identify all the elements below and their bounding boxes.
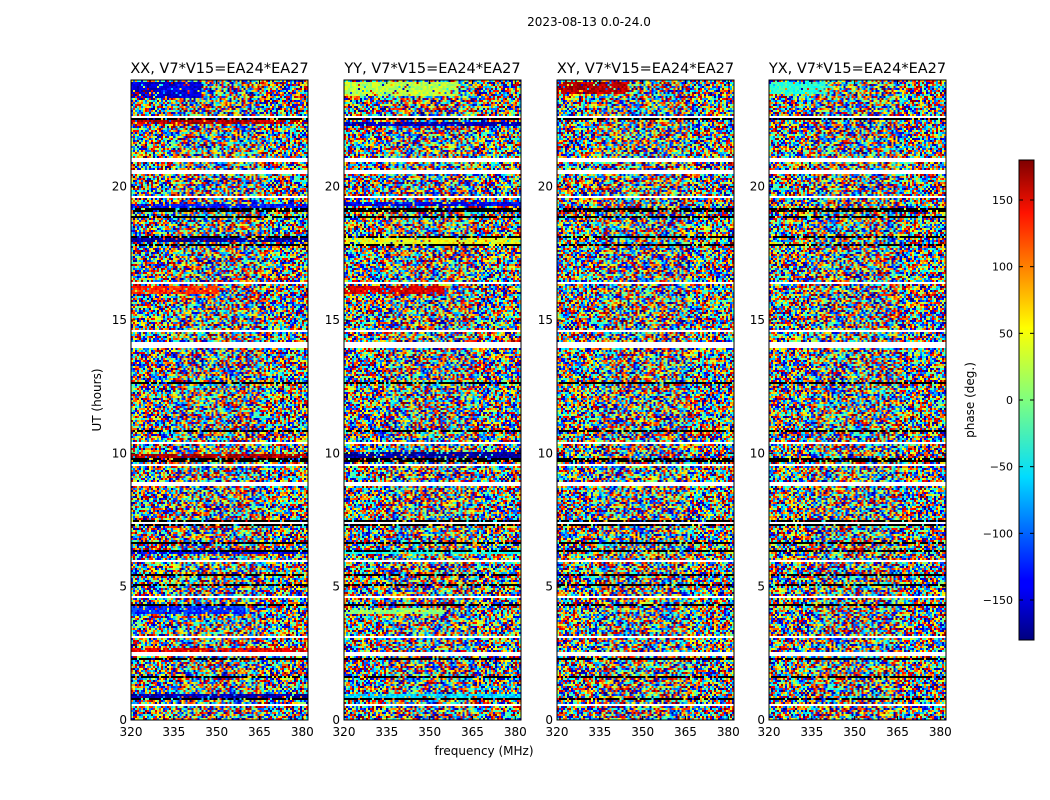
colorbar-tick-label-4: −50 <box>990 461 1013 474</box>
x-tick-label-xy-1: 335 <box>588 725 611 739</box>
colorbar-ticks: 150 100 50 0 −50 −100 −150 <box>983 194 1034 607</box>
y-tick-label-yx-1: 5 <box>757 580 765 594</box>
panel-title-yx: YX, V7*V15=EA24*EA27 <box>768 61 946 77</box>
y-tick-label-xy-3: 15 <box>538 313 553 327</box>
x-tick-label-yy-0: 320 <box>333 725 356 739</box>
y-tick-label-xy-2: 10 <box>538 446 553 460</box>
panel-frame-yy <box>343 79 522 721</box>
x-axis-label: frequency (MHz) <box>434 744 533 758</box>
panel-xx: XX, V7*V15=EA24*EA27 320 335 350 365 380 0 5 10 1… <box>112 61 314 739</box>
y-tick-label-yx-4: 20 <box>750 180 765 194</box>
x-tick-label-xx-1: 335 <box>162 725 185 739</box>
y-tick-label-yy-1: 5 <box>332 580 340 594</box>
colorbar-tick-label-0: 150 <box>992 194 1013 207</box>
y-tick-label-xx-3: 15 <box>112 313 127 327</box>
colorbar-tick-label-5: −100 <box>983 527 1013 540</box>
y-tick-label-yy-0: 0 <box>332 713 340 727</box>
panel-frame-yx <box>768 79 947 721</box>
y-tick-label-yx-3: 15 <box>750 313 765 327</box>
panels-group: XX, V7*V15=EA24*EA27 320 335 350 365 380 0 5 10 1… <box>112 61 952 739</box>
figure-title: 2023-08-13 0.0-24.0 <box>527 15 651 29</box>
x-tick-label-xy-3: 365 <box>674 725 697 739</box>
panel-yy: YY, V7*V15=EA24*EA27 320 335 350 365 380 0 5 10 1… <box>325 61 527 739</box>
x-tick-label-xx-3: 365 <box>248 725 271 739</box>
x-tick-label-yy-3: 365 <box>461 725 484 739</box>
x-tick-label-xx-0: 320 <box>120 725 143 739</box>
colorbar-tick-label-6: −150 <box>983 594 1013 607</box>
y-tick-label-xy-1: 5 <box>545 580 553 594</box>
colorbar-label: phase (deg.) <box>963 362 977 438</box>
x-tick-label-yx-4: 380 <box>929 725 952 739</box>
heatmap-xy <box>557 80 734 720</box>
x-tick-label-yx-2: 350 <box>843 725 866 739</box>
x-tick-label-yx-1: 335 <box>800 725 823 739</box>
colorbar-tick-label-1: 100 <box>992 261 1013 274</box>
panel-xy: XY, V7*V15=EA24*EA27 320 335 350 365 380 0 5 10 1… <box>538 61 740 739</box>
x-tick-label-xy-2: 350 <box>631 725 654 739</box>
x-tick-label-yy-1: 335 <box>375 725 398 739</box>
x-tick-label-xy-0: 320 <box>546 725 569 739</box>
y-tick-label-yy-2: 10 <box>325 446 340 460</box>
colorbar: 150 100 50 0 −50 −100 −150 phase (deg.) <box>963 159 1035 641</box>
y-tick-label-yx-2: 10 <box>750 446 765 460</box>
y-tick-label-xx-4: 20 <box>112 180 127 194</box>
heatmap-yx <box>769 80 946 720</box>
colorbar-tick-label-2: 50 <box>999 327 1013 340</box>
x-tick-label-xy-4: 380 <box>717 725 740 739</box>
x-tick-label-yy-4: 380 <box>504 725 527 739</box>
x-tick-label-yx-0: 320 <box>758 725 781 739</box>
y-tick-label-xy-4: 20 <box>538 180 553 194</box>
panel-title-xy: XY, V7*V15=EA24*EA27 <box>557 61 734 77</box>
x-tick-label-yy-2: 350 <box>418 725 441 739</box>
heatmap-yy <box>344 80 521 720</box>
x-tick-label-xx-4: 380 <box>291 725 314 739</box>
y-tick-label-yx-0: 0 <box>757 713 765 727</box>
x-tick-label-yx-3: 365 <box>886 725 909 739</box>
y-tick-label-yy-3: 15 <box>325 313 340 327</box>
panel-frame-xx <box>130 79 309 721</box>
colorbar-tick-label-3: 0 <box>1006 394 1013 407</box>
y-tick-label-xx-1: 5 <box>119 580 127 594</box>
panel-title-xx: XX, V7*V15=EA24*EA27 <box>130 61 308 77</box>
panel-frame-xy <box>556 79 735 721</box>
x-tick-label-xx-2: 350 <box>205 725 228 739</box>
y-tick-label-xx-0: 0 <box>119 713 127 727</box>
heatmap-xx <box>131 80 308 720</box>
panel-yx: YX, V7*V15=EA24*EA27 320 335 350 365 380 0 5 10 1… <box>750 61 952 739</box>
panel-title-yy: YY, V7*V15=EA24*EA27 <box>343 61 520 77</box>
y-tick-label-xx-2: 10 <box>112 446 127 460</box>
y-axis-label: UT (hours) <box>90 368 104 431</box>
y-tick-label-yy-4: 20 <box>325 180 340 194</box>
y-tick-label-xy-0: 0 <box>545 713 553 727</box>
